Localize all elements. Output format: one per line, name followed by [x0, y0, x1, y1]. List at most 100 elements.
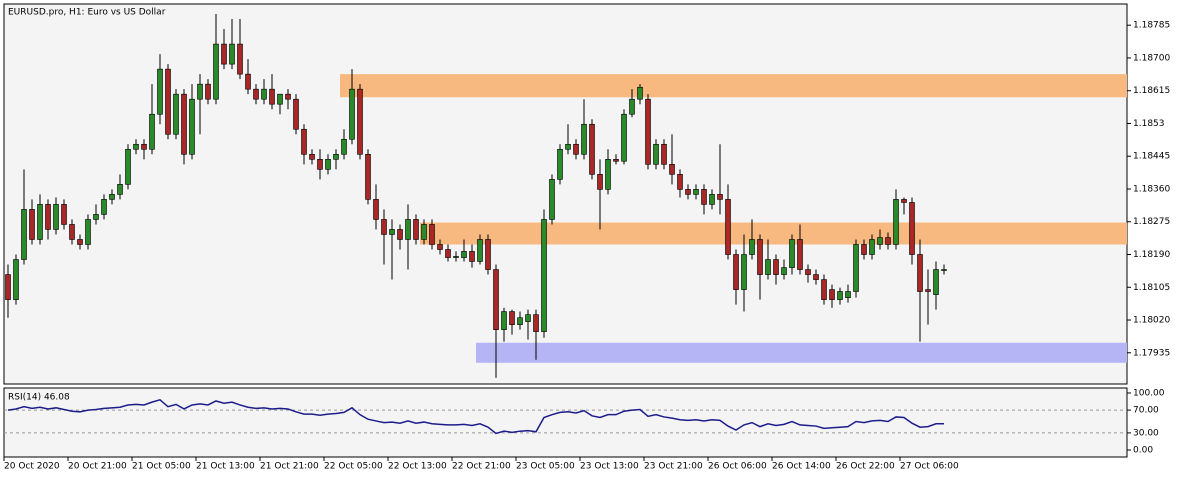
candle-body — [757, 239, 763, 275]
candle-body — [461, 251, 467, 258]
candle-body — [565, 143, 571, 150]
candle-body — [909, 202, 915, 255]
x-tick-label: 22 Oct 05:00 — [324, 462, 383, 472]
candle-body — [181, 93, 187, 155]
candle-body — [477, 239, 483, 262]
candle-body — [933, 269, 939, 295]
candle-body — [557, 148, 563, 180]
x-tick-label: 21 Oct 21:00 — [260, 462, 319, 472]
candle-body — [893, 199, 899, 245]
y-tick-label: 30.00 — [1133, 428, 1159, 438]
zone — [476, 342, 1127, 363]
candle-body — [133, 143, 139, 150]
candle-body — [789, 239, 795, 268]
y-tick-label: 1.18445 — [1133, 152, 1170, 162]
candle-body — [581, 123, 587, 155]
x-tick-label: 23 Oct 05:00 — [516, 462, 575, 472]
main-panel — [3, 3, 1128, 385]
candle-body — [765, 259, 771, 275]
x-tick-label: 22 Oct 13:00 — [388, 462, 447, 472]
candle-body — [517, 317, 523, 325]
candle-body — [509, 311, 515, 325]
candle-body — [941, 269, 947, 271]
x-tick-label: 21 Oct 05:00 — [132, 462, 191, 472]
candle-body — [597, 174, 603, 190]
candle-body — [645, 98, 651, 165]
candle-body — [357, 88, 363, 155]
candle-body — [125, 148, 131, 185]
candle-body — [493, 269, 499, 330]
candle-body — [253, 88, 259, 100]
candle-body — [333, 154, 339, 160]
candle-body — [237, 43, 243, 75]
candle-body — [453, 256, 459, 258]
candle-body — [325, 159, 331, 170]
y-tick-label: 1.1853 — [1133, 119, 1165, 129]
candle-body — [117, 184, 123, 195]
candle-body — [837, 291, 843, 300]
rsi-title: RSI(14) 46.08 — [8, 393, 70, 403]
y-tick-label: 70.00 — [1133, 406, 1159, 416]
candle-body — [221, 43, 227, 65]
y-tick-label: 1.18105 — [1133, 283, 1170, 293]
y-tick-label: 1.18190 — [1133, 250, 1170, 260]
candle-body — [13, 259, 19, 300]
candle-body — [69, 224, 75, 240]
candle-body — [853, 244, 859, 292]
y-tick-label: 1.18275 — [1133, 217, 1170, 227]
candle-body — [365, 154, 371, 200]
candle-body — [877, 237, 883, 245]
candle-body — [589, 123, 595, 175]
candle-body — [733, 254, 739, 290]
candle-body — [309, 154, 315, 160]
candle-body — [749, 239, 755, 255]
candle-body — [317, 159, 323, 170]
candle-body — [573, 143, 579, 155]
candle-body — [629, 98, 635, 115]
candle-body — [389, 229, 395, 235]
candle-body — [157, 68, 163, 115]
candle-body — [653, 143, 659, 165]
y-tick-label: 0.00 — [1133, 446, 1153, 456]
x-tick-label: 20 Oct 2020 — [4, 462, 60, 472]
candle-body — [93, 214, 99, 220]
candle-body — [605, 159, 611, 190]
candle-body — [781, 267, 787, 275]
candle-body — [349, 88, 355, 140]
x-tick-label: 23 Oct 13:00 — [580, 462, 639, 472]
candle-body — [37, 204, 43, 240]
candle-body — [669, 164, 675, 175]
candle-body — [29, 209, 35, 240]
candle-body — [709, 194, 715, 205]
zone — [340, 74, 1127, 98]
candle-body — [53, 204, 59, 230]
y-tick-label: 1.17935 — [1133, 348, 1170, 358]
candle-body — [813, 274, 819, 280]
candle-body — [661, 143, 667, 165]
candle-body — [797, 239, 803, 270]
candle-body — [405, 219, 411, 240]
candle-body — [925, 289, 931, 292]
chart-title: EURUSD.pro, H1: Euro vs US Dollar — [8, 8, 166, 18]
x-tick-label: 23 Oct 21:00 — [644, 462, 703, 472]
y-tick-label: 1.18700 — [1133, 53, 1170, 63]
candle-body — [269, 88, 275, 105]
candle-body — [421, 224, 427, 240]
candle-body — [885, 237, 891, 245]
candle-body — [549, 179, 555, 220]
candle-body — [45, 204, 51, 230]
candle-body — [61, 204, 67, 225]
candle-body — [229, 43, 235, 65]
candle-body — [725, 199, 731, 255]
candle-body — [109, 194, 115, 200]
y-tick-label: 1.18360 — [1133, 184, 1170, 194]
candle-body — [701, 189, 707, 205]
candle-body — [173, 93, 179, 135]
candle-body — [205, 83, 211, 100]
candle-body — [901, 199, 907, 203]
candle-body — [845, 291, 851, 298]
x-tick-label: 26 Oct 06:00 — [708, 462, 767, 472]
candle-body — [869, 239, 875, 255]
candle-body — [285, 93, 291, 100]
